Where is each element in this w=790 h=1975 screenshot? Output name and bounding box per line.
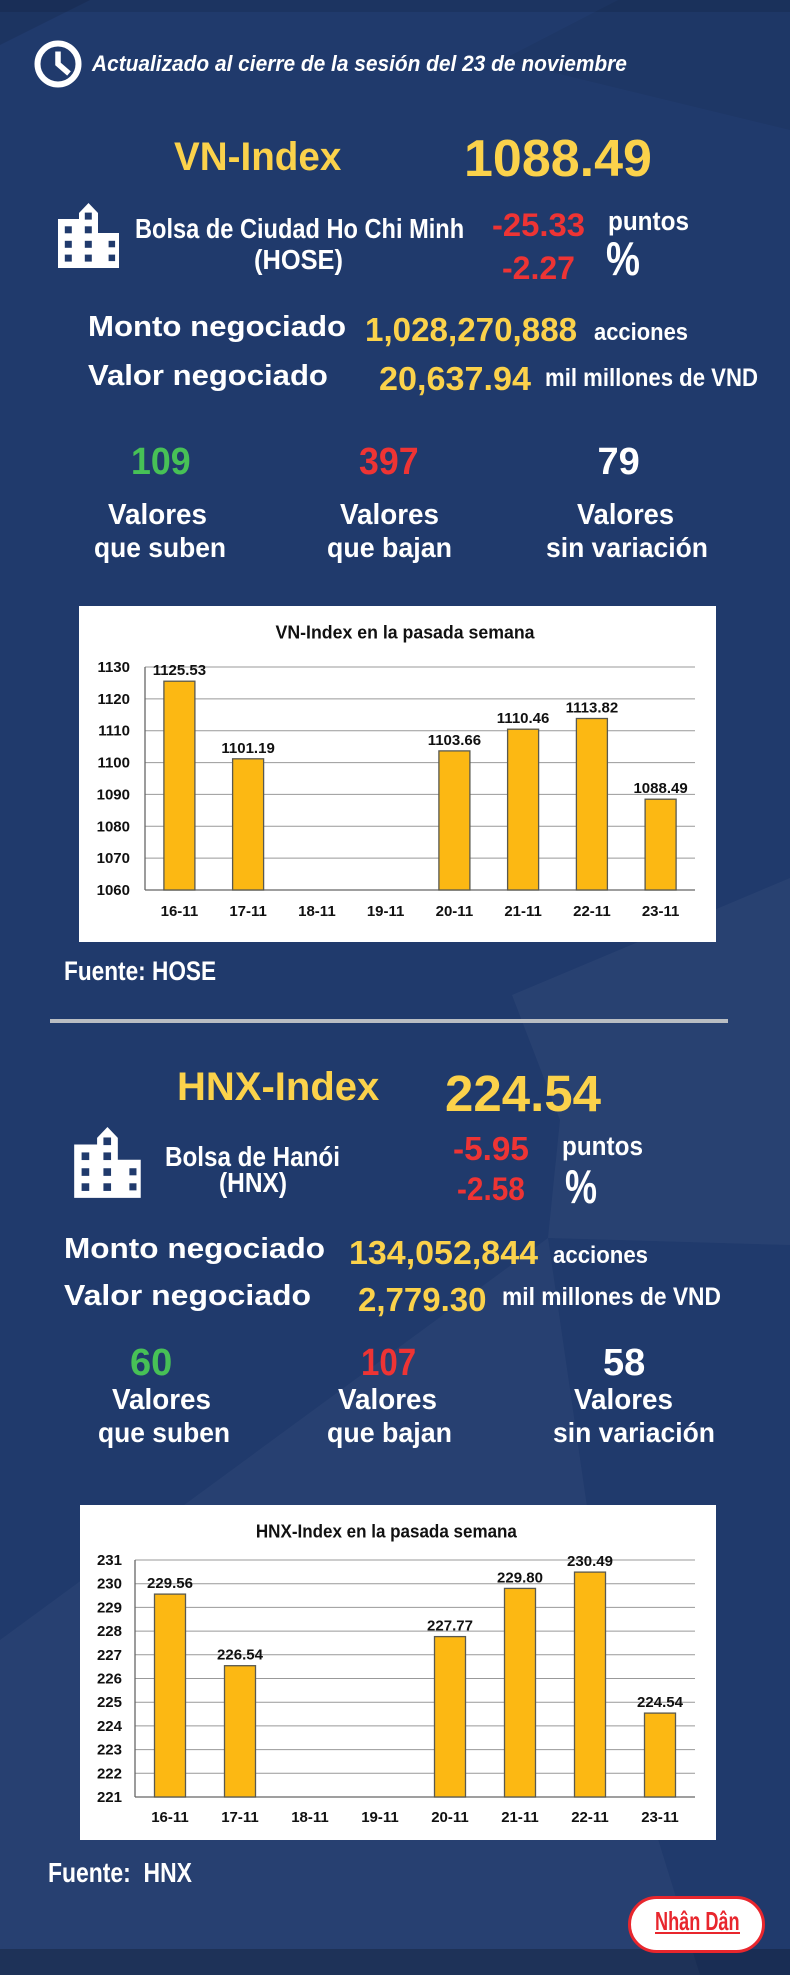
svg-text:1120: 1120 [97,691,130,708]
svg-text:HNX-Index en la pasada semana: HNX-Index en la pasada semana [256,1522,518,1542]
svg-text:21-11: 21-11 [504,903,542,920]
svg-text:230: 230 [97,1576,122,1593]
svg-text:18-11: 18-11 [291,1809,329,1826]
svg-text:230.49: 230.49 [567,1553,613,1570]
svg-text:23-11: 23-11 [641,1809,679,1826]
svg-text:228: 228 [97,1623,122,1640]
svg-text:224: 224 [97,1718,123,1735]
svg-text:1070: 1070 [97,850,130,867]
svg-text:1101.19: 1101.19 [221,740,274,757]
svg-text:229.56: 229.56 [147,1575,193,1592]
svg-text:1090: 1090 [97,786,130,803]
svg-text:22-11: 22-11 [573,903,611,920]
svg-text:1100: 1100 [97,755,130,772]
svg-text:229.80: 229.80 [497,1569,543,1586]
svg-text:18-11: 18-11 [298,903,336,920]
svg-text:1103.66: 1103.66 [428,732,481,749]
svg-text:20-11: 20-11 [431,1809,469,1826]
svg-text:19-11: 19-11 [361,1809,399,1826]
svg-text:16-11: 16-11 [161,903,199,920]
svg-text:19-11: 19-11 [367,903,405,920]
svg-text:226.54: 226.54 [217,1647,264,1664]
svg-text:231: 231 [97,1552,122,1569]
svg-text:229: 229 [97,1599,122,1616]
svg-text:221: 221 [97,1789,122,1806]
svg-text:23-11: 23-11 [642,903,680,920]
svg-text:16-11: 16-11 [151,1809,189,1826]
svg-text:1110: 1110 [98,723,130,740]
svg-text:224.54: 224.54 [637,1694,684,1711]
svg-text:17-11: 17-11 [229,903,267,920]
svg-text:21-11: 21-11 [501,1809,539,1826]
svg-text:227: 227 [97,1647,122,1664]
svg-text:1110.46: 1110.46 [497,710,550,727]
svg-text:222: 222 [97,1765,122,1782]
svg-text:227.77: 227.77 [427,1618,473,1635]
svg-text:1088.49: 1088.49 [633,780,687,797]
svg-text:223: 223 [97,1742,122,1759]
svg-text:1130: 1130 [97,659,130,676]
svg-text:1080: 1080 [97,818,130,835]
svg-text:1060: 1060 [97,882,130,899]
svg-text:17-11: 17-11 [221,1809,259,1826]
svg-text:226: 226 [97,1671,122,1688]
svg-text:22-11: 22-11 [571,1809,609,1826]
svg-text:VN-Index en la pasada semana: VN-Index en la pasada semana [276,622,536,642]
svg-text:225: 225 [97,1694,122,1711]
svg-text:20-11: 20-11 [436,903,474,920]
svg-text:1113.82: 1113.82 [566,700,619,717]
svg-text:1125.53: 1125.53 [153,662,206,679]
